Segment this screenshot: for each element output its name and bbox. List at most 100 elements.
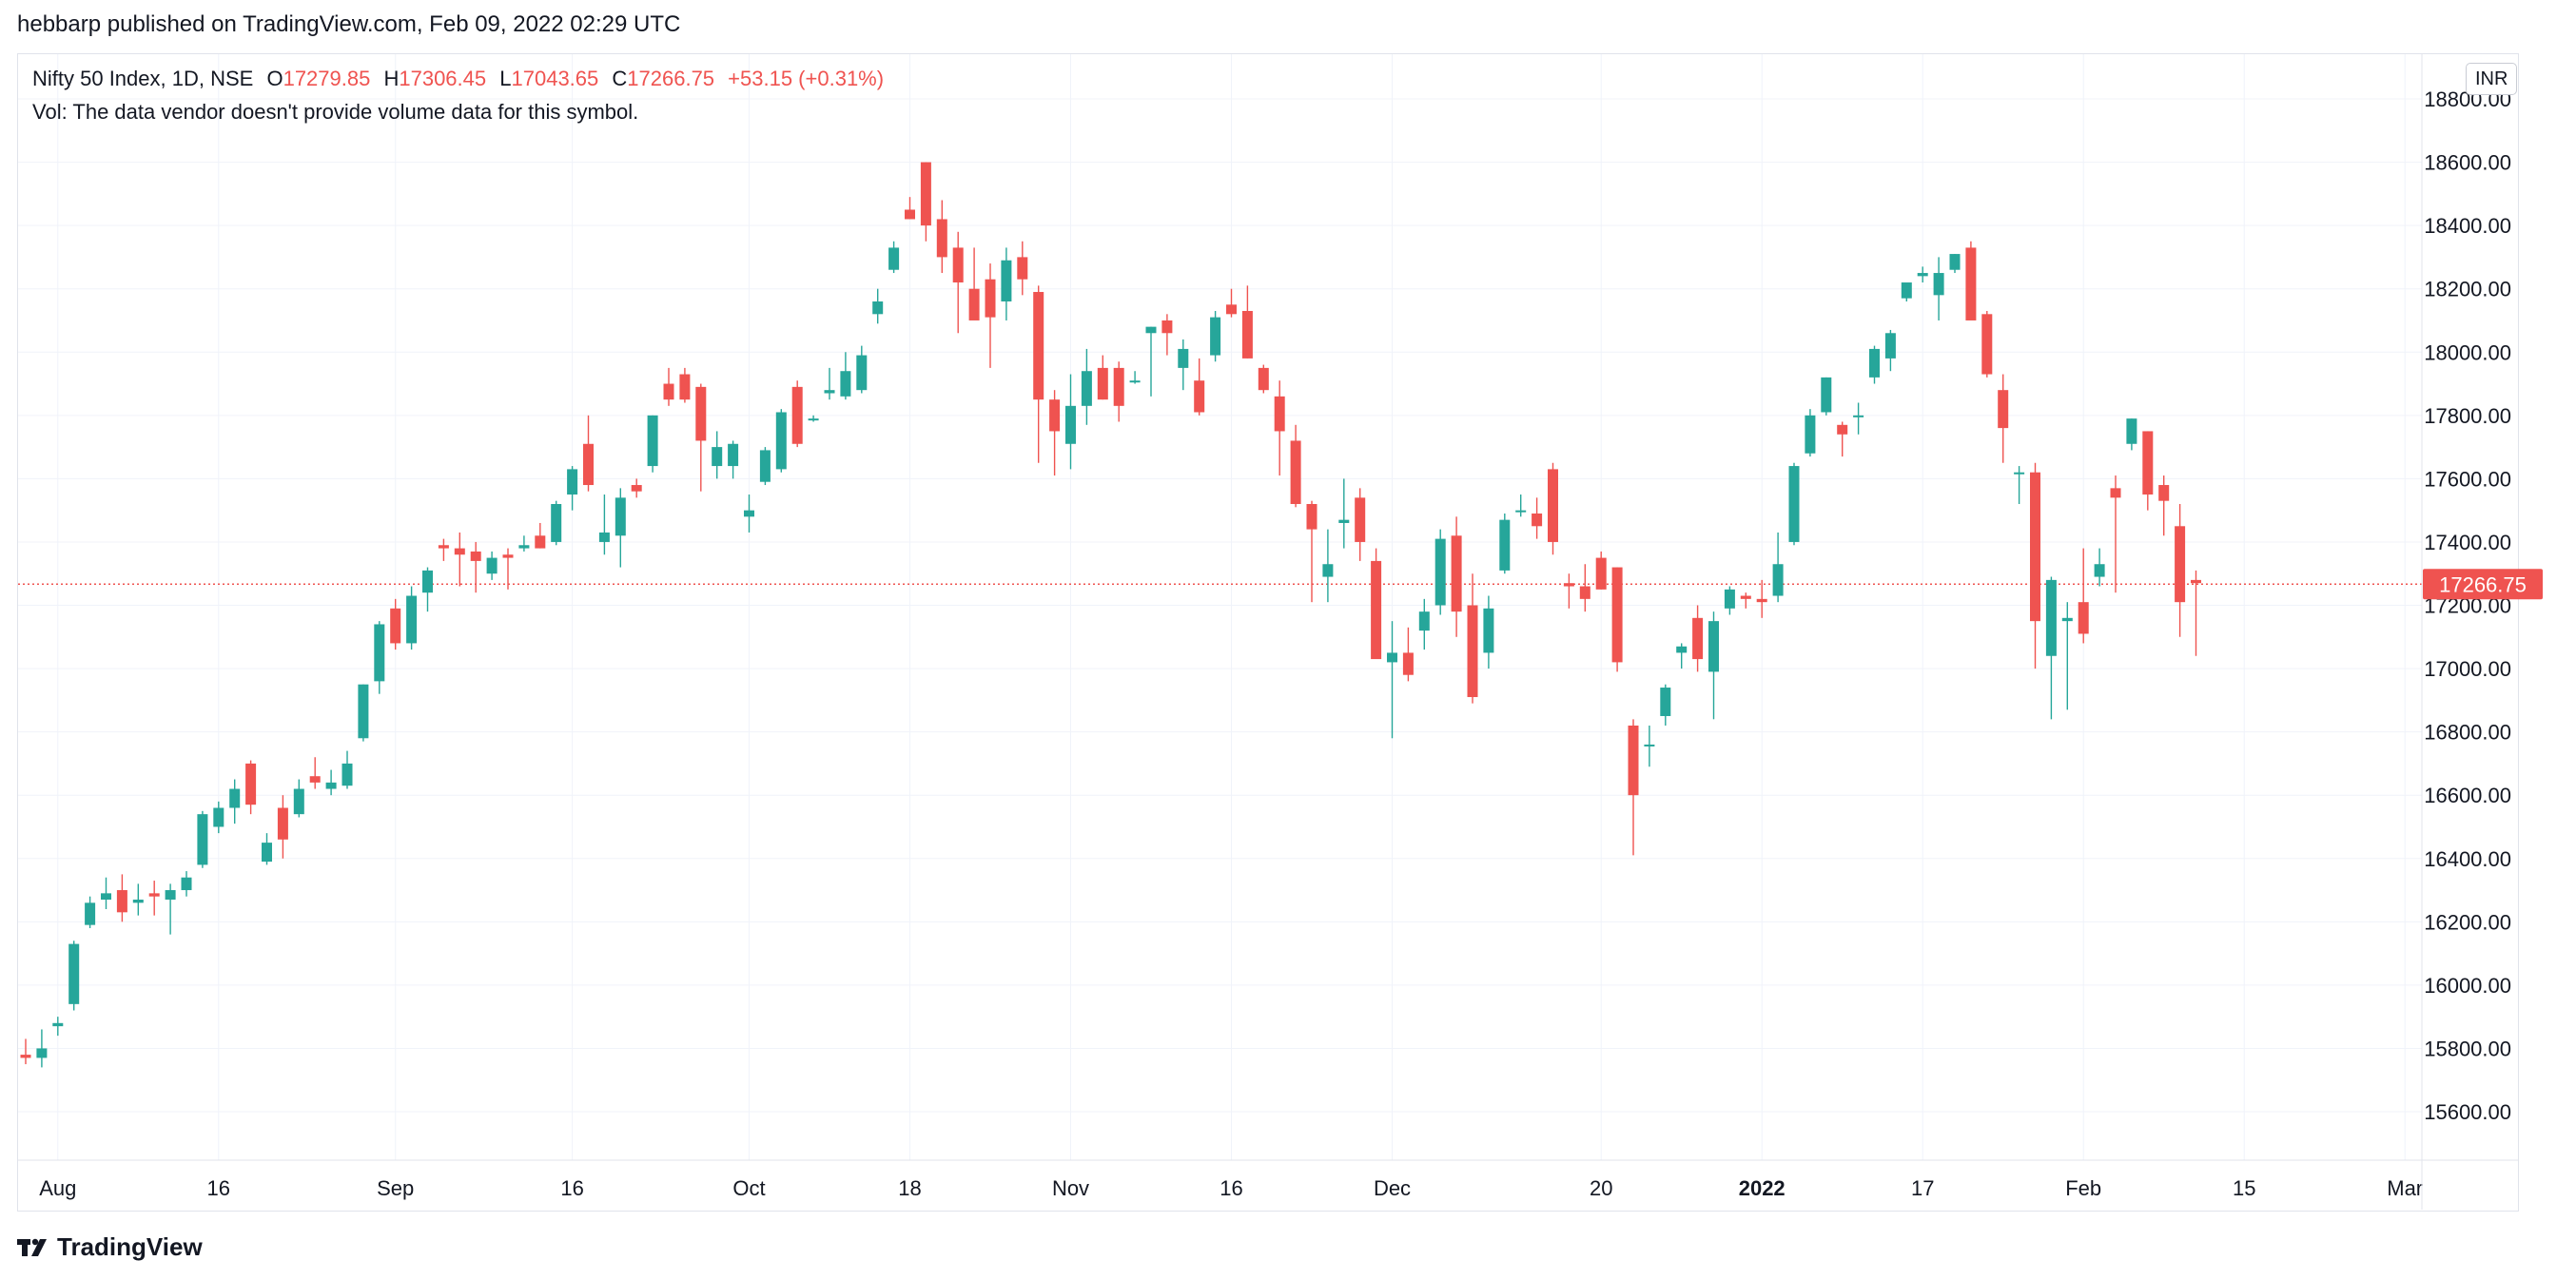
candle [1178, 339, 1189, 391]
candle-body [1917, 273, 1928, 277]
close-label: C [612, 67, 628, 90]
candle [1965, 241, 1977, 320]
candle [1933, 257, 1944, 320]
candle-body [229, 788, 241, 808]
candle [518, 535, 530, 552]
candle [791, 380, 803, 448]
open-label: O [266, 67, 283, 90]
candle-body [148, 893, 160, 897]
candle-body [535, 535, 546, 549]
candle [775, 409, 787, 473]
last-price-label: 17266.75 [2439, 572, 2527, 596]
candle-body [197, 814, 208, 865]
candle [1017, 241, 1028, 296]
candle-body [1178, 348, 1189, 368]
x-tick-label: 20 [1590, 1176, 1612, 1200]
candle-body [598, 532, 610, 542]
candle-body [2158, 485, 2170, 501]
y-tick-label: 18200.00 [2424, 278, 2511, 301]
candle-body [2030, 472, 2040, 622]
candle [406, 586, 418, 650]
candle-body [502, 554, 514, 558]
candle-body [1708, 621, 1719, 672]
currency-button[interactable]: INR [2466, 63, 2518, 95]
candle [2191, 570, 2201, 656]
candle-body [342, 763, 353, 786]
candle [1483, 595, 1494, 669]
candle [1644, 725, 1655, 767]
candle [1001, 247, 1012, 320]
candle [598, 495, 610, 555]
candle [262, 833, 272, 865]
candle-body [1113, 367, 1124, 406]
candle [1241, 285, 1253, 359]
candle [1467, 573, 1478, 704]
candle [148, 881, 160, 916]
change-value: +53.15 (+0.31%) [728, 67, 885, 90]
candle-body [132, 900, 144, 903]
candle-body [52, 1022, 64, 1027]
candle-body [647, 415, 658, 467]
candle-body [2045, 579, 2057, 656]
candle [1611, 567, 1623, 672]
symbol-title: Nifty 50 Index, 1D, NSE [32, 67, 254, 90]
candle-body [309, 776, 321, 783]
candle [1065, 374, 1076, 470]
low-value: 17043.65 [511, 67, 599, 90]
candle-body [1884, 333, 1896, 359]
candle [293, 779, 304, 818]
y-tick-label: 17000.00 [2424, 657, 2511, 681]
candle-body [1081, 371, 1092, 406]
candle [952, 231, 964, 334]
candle-body [1241, 310, 1253, 359]
candle-body [1161, 320, 1173, 334]
candle-body [438, 545, 449, 549]
candle [2045, 576, 2057, 720]
candle [2061, 602, 2073, 710]
candle-body [856, 355, 868, 391]
symbol-legend: Nifty 50 Index, 1D, NSE O17279.85 H17306… [32, 67, 884, 91]
candle-body [406, 595, 418, 644]
candle [1917, 266, 1928, 283]
candle [985, 263, 996, 368]
candle [1371, 548, 1382, 660]
candle [1418, 598, 1430, 650]
candle-body [1644, 744, 1655, 747]
y-tick-label: 16000.00 [2424, 974, 2511, 998]
candle-body [1499, 519, 1511, 571]
candle-body [2110, 488, 2121, 498]
candle-body [2126, 418, 2137, 444]
candle [1692, 605, 1704, 672]
candle-body [2191, 579, 2201, 584]
candle [181, 871, 192, 897]
x-tick-label: 15 [2233, 1176, 2255, 1200]
candle [2142, 431, 2154, 511]
candle-body [2175, 526, 2186, 603]
candle-body [1145, 326, 1157, 334]
brand-name: TradingView [57, 1232, 203, 1261]
candle-body [1371, 560, 1382, 660]
candle [1097, 355, 1108, 400]
x-tick-label: 16 [207, 1176, 230, 1200]
candle [1660, 684, 1671, 726]
candle [824, 367, 835, 400]
x-tick-label: 16 [560, 1176, 583, 1200]
candle-body [1676, 646, 1688, 653]
candle [1402, 627, 1414, 682]
candle [1837, 421, 1848, 457]
candle [1708, 611, 1719, 720]
candle-body [1933, 273, 1944, 296]
candle [2094, 548, 2105, 587]
volume-note: Vol: The data vendor doesn't provide vol… [32, 100, 639, 124]
candle-body [293, 788, 304, 815]
tradingview-brand[interactable]: TradingView [17, 1232, 203, 1262]
candle [390, 598, 401, 650]
candle-body [85, 902, 96, 925]
candle-body [775, 412, 787, 470]
candle [1338, 478, 1350, 549]
candle-body [1434, 538, 1446, 606]
candle-body [759, 450, 771, 482]
candle-body [1740, 595, 1751, 599]
candle-body [728, 443, 739, 467]
